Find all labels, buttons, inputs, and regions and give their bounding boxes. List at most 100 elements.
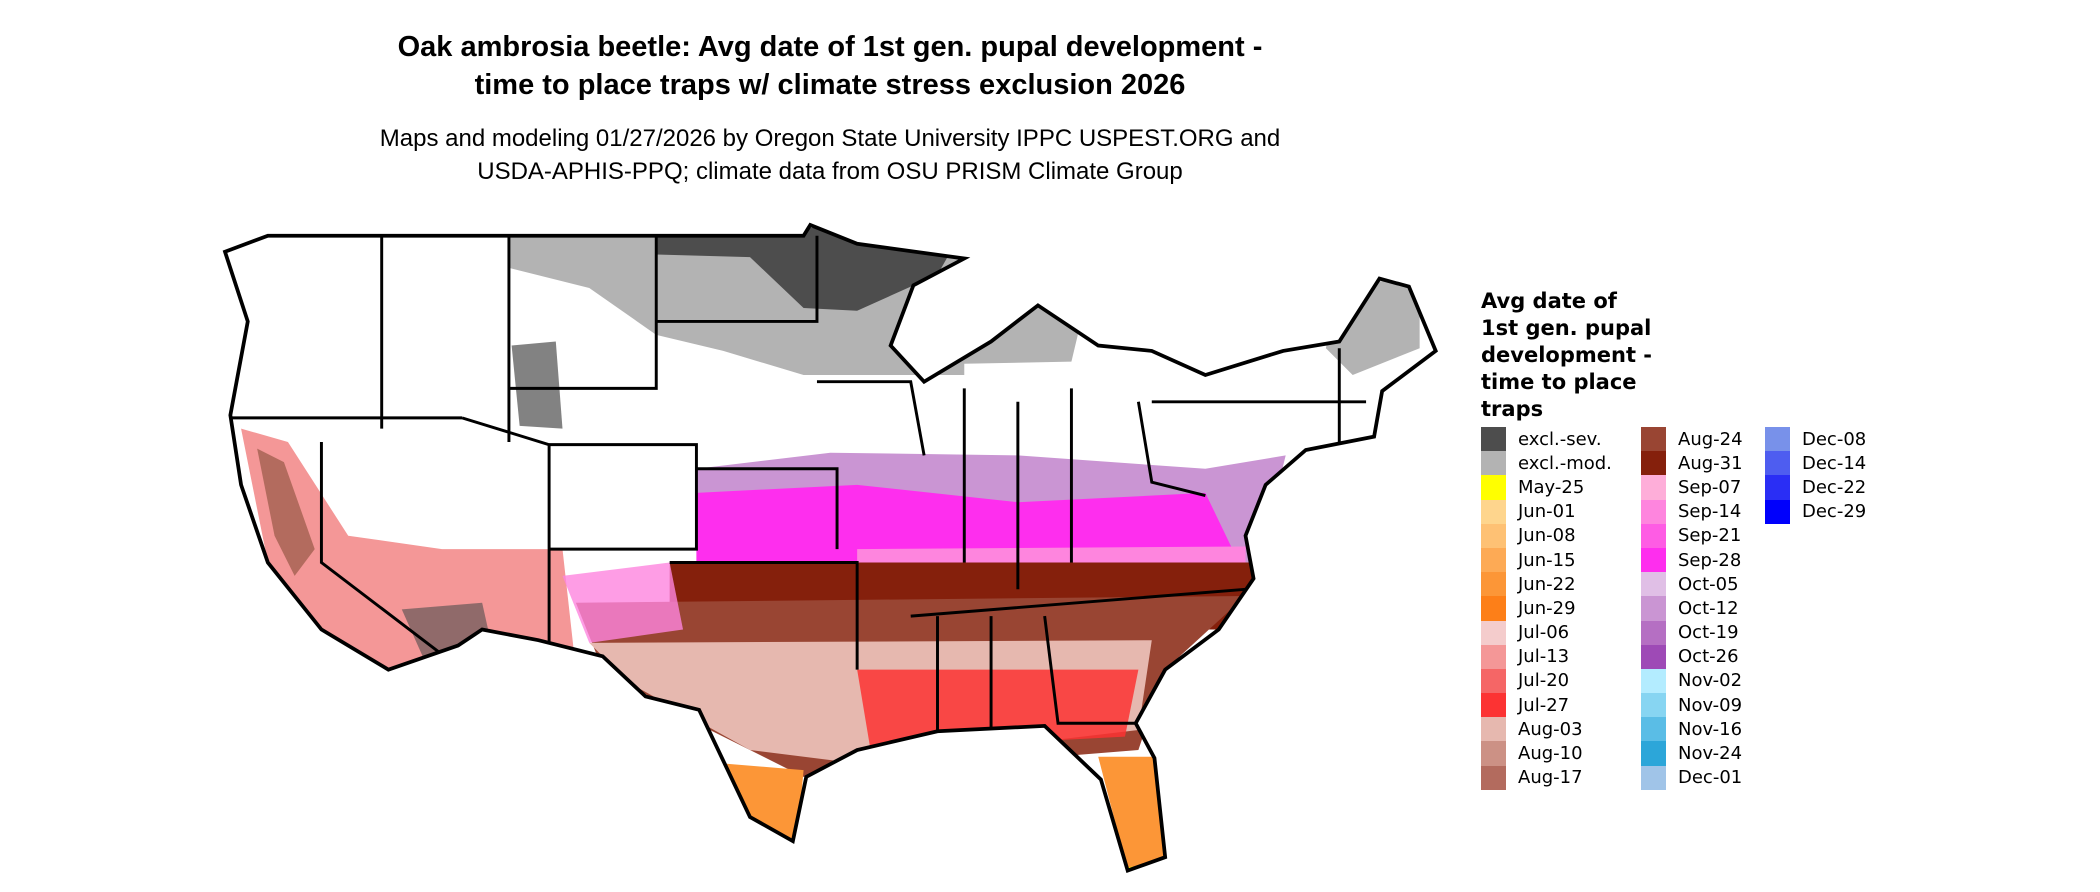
- state-boundaries: [230, 235, 1367, 751]
- legend-swatch: [1481, 693, 1506, 718]
- legend-item: Dec-08: [1765, 427, 1867, 452]
- legend-swatch: [1481, 668, 1506, 694]
- legend-swatch: [1481, 451, 1506, 476]
- legend-item: Dec-22: [1765, 475, 1867, 500]
- legend-swatch: [1481, 620, 1506, 645]
- legend-label: Sep-14: [1678, 501, 1742, 523]
- legend-label: Jun-15: [1518, 549, 1576, 571]
- legend-label: Dec-29: [1802, 501, 1867, 523]
- legend-label: Dec-01: [1678, 767, 1743, 789]
- legend-item: Sep-21: [1641, 523, 1743, 548]
- legend-title-line: 1st gen. pupal: [1481, 316, 1652, 340]
- legend-title: Avg date of 1st gen. pupal development -…: [1481, 288, 1721, 423]
- legend-swatch: [1481, 475, 1506, 500]
- legend-swatch: [1765, 475, 1790, 500]
- legend-label: Oct-05: [1678, 573, 1739, 595]
- legend-label: Sep-07: [1678, 476, 1742, 498]
- legend-title-line: time to place: [1481, 370, 1637, 394]
- legend-swatch: [1641, 451, 1666, 476]
- legend-item: Jun-01: [1481, 499, 1612, 524]
- legend-label: Jun-22: [1518, 573, 1576, 595]
- legend-label: Aug-10: [1518, 743, 1583, 765]
- legend-label: Jun-08: [1518, 525, 1576, 547]
- legend-swatch: [1641, 427, 1666, 452]
- legend-label: Dec-22: [1802, 476, 1867, 498]
- legend-label: Jul-20: [1518, 670, 1570, 692]
- legend-label: excl.-sev.: [1518, 428, 1602, 450]
- legend-label: Jul-06: [1518, 622, 1570, 644]
- legend-label: Oct-12: [1678, 597, 1739, 619]
- legend-item: Jul-27: [1481, 693, 1612, 718]
- legend-swatch: [1641, 523, 1666, 548]
- legend-swatch: [1641, 741, 1666, 766]
- legend-swatch: [1641, 596, 1666, 621]
- legend-item: Aug-24: [1641, 427, 1743, 452]
- legend-title-line: development -: [1481, 343, 1653, 367]
- map-title: Oak ambrosia beetle: Avg date of 1st gen…: [0, 28, 1660, 104]
- legend-column: Aug-24 Aug-31 Sep-07 Sep-14 Sep-21 Sep-28 Oct-…: [1641, 427, 1743, 790]
- legend-item: Oct-05: [1641, 572, 1743, 597]
- legend-item: Sep-07: [1641, 475, 1743, 500]
- legend-label: Jul-27: [1518, 694, 1570, 716]
- legend-swatch: [1481, 741, 1506, 766]
- legend-item: Dec-01: [1641, 765, 1743, 790]
- legend-swatch: [1481, 547, 1506, 573]
- legend-swatch: [1641, 475, 1666, 500]
- legend-swatch: [1481, 644, 1506, 669]
- legend-label: Oct-26: [1678, 646, 1739, 668]
- legend-item: Jun-29: [1481, 596, 1612, 621]
- legend-swatch: [1641, 620, 1666, 645]
- legend-label: May-25: [1518, 476, 1585, 498]
- legend-swatch: [1641, 547, 1666, 573]
- legend-item: Oct-19: [1641, 620, 1743, 645]
- legend-label: Nov-02: [1678, 670, 1743, 692]
- legend-label: Nov-16: [1678, 718, 1743, 740]
- legend-label: Aug-24: [1678, 428, 1743, 450]
- legend-item: Sep-28: [1641, 547, 1743, 573]
- legend-swatch: [1641, 765, 1666, 790]
- legend-swatch: [1641, 668, 1666, 694]
- region-jul27: [857, 669, 1139, 751]
- legend: Avg date of 1st gen. pupal development -…: [1481, 288, 1866, 790]
- legend-item: Jun-22: [1481, 572, 1612, 597]
- legend-item: Aug-10: [1481, 741, 1612, 766]
- region-jun-tx: [723, 763, 804, 844]
- legend-swatch: [1765, 451, 1790, 476]
- legend-item: May-25: [1481, 475, 1612, 500]
- legend-item: Dec-14: [1765, 451, 1866, 476]
- legend-swatch: [1481, 523, 1506, 548]
- region-excl-sev-wy: [511, 341, 563, 429]
- legend-item: Oct-26: [1641, 644, 1743, 669]
- legend-label: Jul-13: [1518, 646, 1570, 668]
- legend-label: Sep-21: [1678, 525, 1742, 547]
- legend-column: Dec-08 Dec-14 Dec-22 Dec-29: [1765, 427, 1866, 524]
- legend-swatch: [1641, 693, 1666, 718]
- legend-swatch: [1641, 499, 1666, 524]
- legend-label: Aug-17: [1518, 767, 1583, 789]
- legend-label: Nov-09: [1678, 694, 1743, 716]
- region-west-ca: [241, 428, 576, 670]
- legend-label: Dec-08: [1802, 428, 1867, 450]
- legend-swatch: [1641, 717, 1666, 742]
- legend-label: excl.-mod.: [1518, 452, 1612, 474]
- legend-swatch: [1641, 572, 1666, 597]
- legend-label: Aug-31: [1678, 452, 1743, 474]
- map-subtitle-line-2: USDA-APHIS-PPQ; climate data from OSU PR…: [477, 158, 1183, 185]
- legend-title-line: traps: [1481, 397, 1544, 421]
- legend-item: Nov-09: [1641, 693, 1743, 718]
- map-subtitle-line-1: Maps and modeling 01/27/2026 by Oregon S…: [379, 125, 1281, 152]
- legend-swatch: [1481, 717, 1506, 742]
- legend-swatch: [1765, 499, 1790, 524]
- region-jun-fl: [1098, 756, 1166, 871]
- legend-swatch: [1481, 499, 1506, 524]
- legend-item: Aug-31: [1641, 451, 1743, 476]
- legend-item: Nov-02: [1641, 668, 1743, 694]
- legend-label: Aug-03: [1518, 718, 1583, 740]
- legend-swatch: [1481, 765, 1506, 790]
- map-subtitle: Maps and modeling 01/27/2026 by Oregon S…: [0, 122, 1660, 188]
- legend-label: Nov-24: [1678, 743, 1743, 765]
- legend-item: Jun-08: [1481, 523, 1612, 548]
- legend-swatch: [1765, 427, 1790, 452]
- legend-item: Jul-13: [1481, 644, 1612, 669]
